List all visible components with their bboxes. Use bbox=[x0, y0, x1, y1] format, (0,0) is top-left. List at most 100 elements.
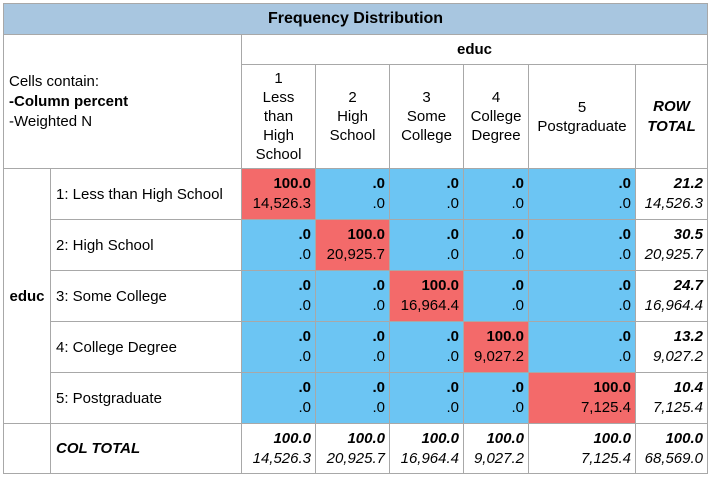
weighted-n: .0 bbox=[511, 246, 524, 263]
column-percent: .0 bbox=[298, 379, 311, 396]
table-row: 3: Some College .0.0.0.0 100.0 16,964.4.0.0… bbox=[4, 270, 708, 322]
weighted-n: .0 bbox=[372, 297, 385, 314]
weighted-n: 68,569.0 bbox=[644, 449, 703, 467]
table-cell: .0.0 bbox=[241, 321, 316, 373]
weighted-n: 9,027.2 bbox=[652, 348, 703, 365]
weighted-n: .0 bbox=[298, 399, 311, 416]
col-total-cell: 100.0 7,125.4 bbox=[528, 423, 636, 474]
weighted-n: .0 bbox=[298, 348, 311, 365]
table-cell: 100.0 9,027.2 bbox=[463, 321, 529, 373]
col-total-cell: 100.0 16,964.4 bbox=[389, 423, 464, 474]
weighted-n: 7,125.4 bbox=[580, 399, 631, 416]
column-percent: .0 bbox=[618, 277, 631, 294]
table-cell: .0.0 bbox=[315, 270, 390, 322]
table-cell: .0.0 bbox=[389, 321, 464, 373]
column-percent: 100.0 bbox=[593, 429, 631, 447]
table-cell: 100.0 7,125.4 bbox=[528, 372, 636, 424]
weighted-n: .0 bbox=[511, 297, 524, 314]
column-percent: .0 bbox=[372, 175, 385, 192]
table-cell: .0.0 bbox=[389, 372, 464, 424]
frequency-table: Frequency Distribution Cells contain: -C… bbox=[3, 3, 708, 474]
row-total-cell: 10.4 7,125.4 bbox=[635, 372, 708, 424]
table-row: 2: High School .0.0 100.0 20,925.7.0.0.0.0.… bbox=[4, 219, 708, 271]
column-percent: 24.7 bbox=[673, 277, 703, 294]
column-percent: 100.0 bbox=[665, 429, 703, 447]
table-cell: .0.0 bbox=[389, 219, 464, 271]
column-percent: .0 bbox=[511, 379, 524, 396]
row-variable-label: educ bbox=[3, 168, 51, 424]
column-header-3: 3 Some College bbox=[389, 64, 464, 169]
table-cell: .0.0 bbox=[315, 321, 390, 373]
weighted-n: .0 bbox=[446, 348, 459, 365]
column-percent: .0 bbox=[446, 328, 459, 345]
empty-cell bbox=[3, 423, 51, 474]
table-cell: .0.0 bbox=[463, 219, 529, 271]
row-total-cell: 24.7 16,964.4 bbox=[635, 270, 708, 322]
column-percent: 10.4 bbox=[673, 379, 703, 396]
column-percent: .0 bbox=[446, 175, 459, 192]
table-row: 5: Postgraduate .0.0.0.0.0.0.0.0 100.0 7,12… bbox=[4, 372, 708, 424]
column-percent: 100.0 bbox=[421, 429, 459, 447]
weighted-n: 9,027.2 bbox=[473, 348, 524, 365]
table-cell: 100.0 16,964.4 bbox=[389, 270, 464, 322]
column-percent: .0 bbox=[446, 379, 459, 396]
weighted-n: .0 bbox=[446, 399, 459, 416]
col-total-cell: 100.0 9,027.2 bbox=[463, 423, 529, 474]
column-header-4: 4 College Degree bbox=[463, 64, 529, 169]
row-total-cell: 30.5 20,925.7 bbox=[635, 219, 708, 271]
column-percent: .0 bbox=[298, 226, 311, 243]
table-cell: .0.0 bbox=[241, 372, 316, 424]
table-cell: .0.0 bbox=[463, 270, 529, 322]
table-cell: .0.0 bbox=[528, 321, 636, 373]
weighted-n: 20,925.7 bbox=[326, 246, 385, 263]
column-percent: .0 bbox=[618, 226, 631, 243]
table-cell: 100.0 20,925.7 bbox=[315, 219, 390, 271]
column-percent: .0 bbox=[511, 226, 524, 243]
column-percent: .0 bbox=[372, 277, 385, 294]
row-label: 4: College Degree bbox=[50, 321, 242, 373]
table-title: Frequency Distribution bbox=[3, 3, 708, 35]
weighted-n: .0 bbox=[511, 195, 524, 212]
column-percent: 100.0 bbox=[486, 328, 524, 345]
weighted-n: 9,027.2 bbox=[473, 449, 524, 467]
table-cell: .0.0 bbox=[528, 168, 636, 220]
table-cell: .0.0 bbox=[528, 270, 636, 322]
column-percent: 100.0 bbox=[347, 429, 385, 447]
column-percent: 100.0 bbox=[486, 429, 524, 447]
weighted-n: .0 bbox=[372, 399, 385, 416]
column-variable-label: educ bbox=[241, 34, 708, 65]
weighted-n: .0 bbox=[618, 348, 631, 365]
weighted-n: .0 bbox=[618, 297, 631, 314]
weighted-n: .0 bbox=[446, 246, 459, 263]
table-cell: .0.0 bbox=[315, 168, 390, 220]
legend-line-2: -Column percent bbox=[9, 92, 129, 110]
column-percent: .0 bbox=[618, 175, 631, 192]
column-percent: .0 bbox=[298, 328, 311, 345]
table-cell: .0.0 bbox=[463, 372, 529, 424]
weighted-n: 16,964.4 bbox=[400, 297, 459, 314]
weighted-n: .0 bbox=[618, 246, 631, 263]
table-cell: .0.0 bbox=[463, 168, 529, 220]
weighted-n: 16,964.4 bbox=[644, 297, 703, 314]
column-percent: .0 bbox=[511, 277, 524, 294]
column-percent: 100.0 bbox=[593, 379, 631, 396]
column-header-1: 1 Less than High School bbox=[241, 64, 316, 169]
legend-line-1: Cells contain: bbox=[9, 72, 100, 90]
row-label: 1: Less than High School bbox=[50, 168, 242, 220]
weighted-n: .0 bbox=[618, 195, 631, 212]
row-label: 2: High School bbox=[50, 219, 242, 271]
table-cell: .0.0 bbox=[241, 270, 316, 322]
column-percent: 100.0 bbox=[273, 429, 311, 447]
table-cell: .0.0 bbox=[389, 168, 464, 220]
column-percent: 100.0 bbox=[347, 226, 385, 243]
weighted-n: 14,526.3 bbox=[252, 195, 311, 212]
column-percent: .0 bbox=[446, 226, 459, 243]
weighted-n: 7,125.4 bbox=[652, 399, 703, 416]
table-cell: .0.0 bbox=[241, 219, 316, 271]
column-header-2: 2 High School bbox=[315, 64, 390, 169]
column-percent: .0 bbox=[372, 328, 385, 345]
table-cell: .0.0 bbox=[315, 372, 390, 424]
column-percent: .0 bbox=[618, 328, 631, 345]
row-total-cell: 21.2 14,526.3 bbox=[635, 168, 708, 220]
weighted-n: .0 bbox=[372, 348, 385, 365]
